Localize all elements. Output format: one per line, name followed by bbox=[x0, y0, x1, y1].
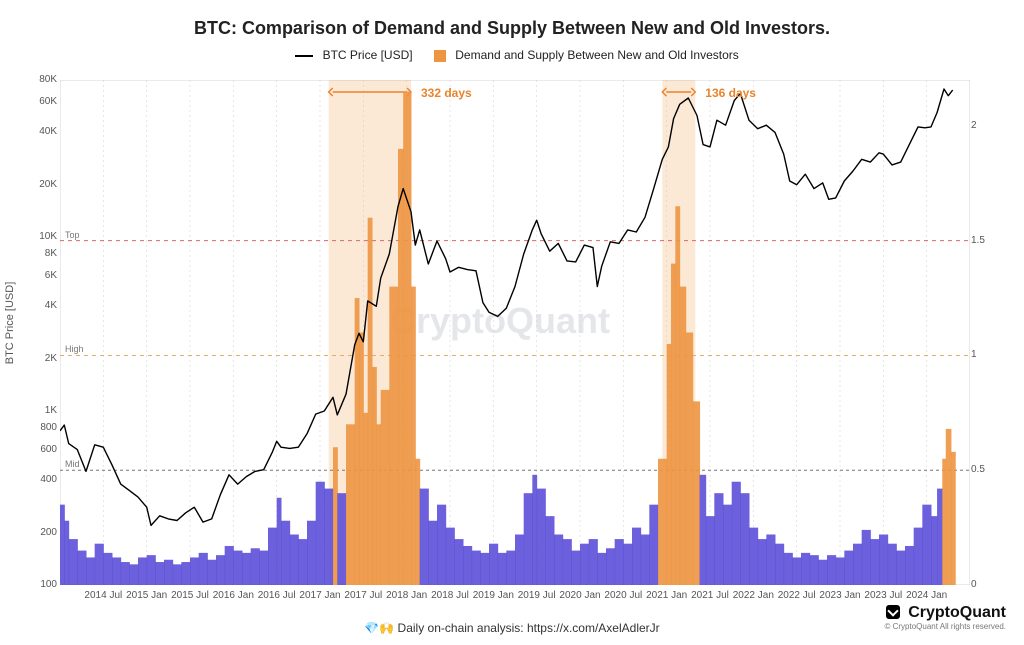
y-left-tick-label: 4K bbox=[35, 301, 57, 311]
x-tick-label: 2021 Jul bbox=[691, 591, 729, 601]
x-tick-label: 2014 Jul bbox=[84, 591, 122, 601]
x-tick-label: 2022 Jul bbox=[778, 591, 816, 601]
y-left-tick-label: 6K bbox=[35, 271, 57, 281]
legend-label-1: BTC Price [USD] bbox=[323, 48, 413, 62]
x-tick-label: 2016 Jan bbox=[213, 591, 254, 601]
y-left-tick-label: 80K bbox=[35, 75, 57, 85]
threshold-label: Top bbox=[65, 230, 80, 240]
x-tick-label: 2023 Jan bbox=[819, 591, 860, 601]
highlight-band-label: 332 days bbox=[421, 86, 472, 100]
chart-legend: BTC Price [USD] Demand and Supply Betwee… bbox=[0, 48, 1024, 62]
chart-container: BTC: Comparison of Demand and Supply Bet… bbox=[0, 0, 1024, 645]
x-tick-label: 2015 Jul bbox=[171, 591, 209, 601]
y-left-tick-label: 1K bbox=[35, 406, 57, 416]
y-left-tick-label: 200 bbox=[35, 528, 57, 538]
brand-logo-icon bbox=[886, 605, 900, 619]
y-right-tick-label: 2 bbox=[971, 121, 989, 131]
y-right-tick-label: 0.5 bbox=[971, 465, 989, 475]
chart-plot-area bbox=[60, 80, 970, 585]
x-tick-label: 2024 Jan bbox=[906, 591, 947, 601]
y-right-tick-label: 1 bbox=[971, 350, 989, 360]
threshold-label: High bbox=[65, 344, 84, 354]
x-tick-label: 2019 Jan bbox=[473, 591, 514, 601]
brand-copyright: © CryptoQuant All rights reserved. bbox=[885, 622, 1007, 631]
x-tick-label: 2020 Jul bbox=[604, 591, 642, 601]
y-left-tick-label: 2K bbox=[35, 354, 57, 364]
x-tick-label: 2021 Jan bbox=[646, 591, 687, 601]
y-left-tick-label: 10K bbox=[35, 232, 57, 242]
x-tick-label: 2018 Jan bbox=[386, 591, 427, 601]
y-left-tick-label: 40K bbox=[35, 127, 57, 137]
y-left-tick-label: 800 bbox=[35, 423, 57, 433]
x-tick-label: 2017 Jan bbox=[299, 591, 340, 601]
y-left-tick-label: 400 bbox=[35, 475, 57, 485]
legend-swatch-box bbox=[434, 50, 446, 62]
highlight-band-label: 136 days bbox=[705, 86, 756, 100]
x-tick-label: 2015 Jan bbox=[126, 591, 167, 601]
x-tick-label: 2016 Jul bbox=[258, 591, 296, 601]
x-tick-label: 2022 Jan bbox=[733, 591, 774, 601]
y-right-tick-label: 0 bbox=[971, 580, 989, 590]
y-left-tick-label: 20K bbox=[35, 180, 57, 190]
x-tick-label: 2017 Jul bbox=[344, 591, 382, 601]
brand-name-text: CryptoQuant bbox=[908, 604, 1006, 621]
legend-label-2: Demand and Supply Between New and Old In… bbox=[455, 48, 739, 62]
x-tick-label: 2019 Jul bbox=[518, 591, 556, 601]
chart-title: BTC: Comparison of Demand and Supply Bet… bbox=[0, 18, 1024, 39]
legend-swatch-line bbox=[295, 55, 313, 57]
x-tick-label: 2023 Jul bbox=[864, 591, 902, 601]
x-tick-label: 2020 Jan bbox=[559, 591, 600, 601]
y-left-tick-label: 8K bbox=[35, 249, 57, 259]
threshold-label: Mid bbox=[65, 459, 80, 469]
x-tick-label: 2018 Jul bbox=[431, 591, 469, 601]
y-axis-left-title: BTC Price [USD] bbox=[4, 281, 16, 364]
brand-block: CryptoQuant © CryptoQuant All rights res… bbox=[885, 604, 1007, 631]
y-left-tick-label: 100 bbox=[35, 580, 57, 590]
y-left-tick-label: 60K bbox=[35, 97, 57, 107]
y-right-tick-label: 1.5 bbox=[971, 236, 989, 246]
brand-name: CryptoQuant bbox=[885, 604, 1007, 622]
y-left-tick-label: 600 bbox=[35, 445, 57, 455]
footer-note: 💎🙌 Daily on-chain analysis: https://x.co… bbox=[0, 621, 1024, 635]
